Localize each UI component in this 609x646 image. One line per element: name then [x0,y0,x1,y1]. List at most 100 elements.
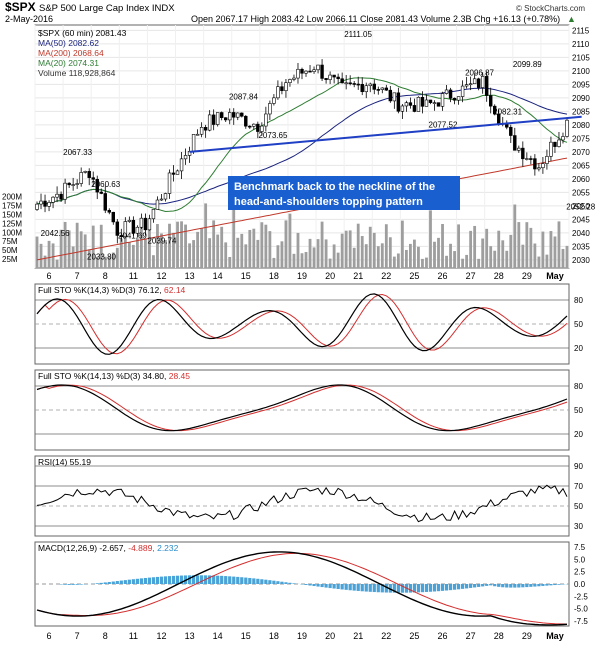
volume-tick-label: 200M [2,193,22,202]
volume-bar [549,231,553,268]
candle-body [59,193,63,200]
macd-tick-label: 7.5 [574,543,586,552]
day-tick-label: 7 [75,271,80,281]
candle-body [460,85,465,97]
candle-body [565,119,569,137]
candle-body [155,199,160,210]
price-annotation: 2067.33 [63,148,92,157]
macd-histogram-bar [432,584,437,592]
candle-body [537,167,541,170]
candle-body [191,134,196,152]
volume-bar [336,252,340,268]
macd-histogram-bar [179,575,184,584]
volume-bar [152,255,155,268]
volume-bar [276,245,280,268]
volume-bar [348,230,352,268]
macd-tick-label: -7.5 [574,617,588,626]
price-annotation: 2073.65 [258,131,287,140]
volume-bar [264,224,268,268]
day-tick-label: 27 [466,631,476,641]
candle-body [328,74,332,80]
volume-bar [260,222,264,268]
macd-histogram-bar [248,577,252,584]
volume-bar [461,258,465,268]
candle-body [252,123,256,127]
candle-body [236,112,240,118]
candle-body [348,82,352,85]
price-tick-label: 2115 [572,26,590,35]
macd-histogram-bar [380,584,384,593]
volume-bar [67,230,71,268]
price-legend: $SPX (60 min) 2081.43 MA(50) 2082.62 MA(… [38,28,127,78]
candle-body [207,114,212,131]
ma20-line [36,77,568,213]
volume-bar [525,222,529,268]
volume-bar [272,257,276,268]
macd-histogram-bar [63,584,67,585]
candle-body [464,84,469,87]
macd-histogram-bar [469,584,473,588]
candle-body [232,112,236,118]
candle-body [39,200,43,205]
candle-body [183,155,188,160]
price-tick-label: 2045 [572,215,590,224]
macd-histogram-bar [545,584,549,586]
macd-histogram-bar [131,579,135,584]
candle-body [211,114,216,125]
price-annotation: 2042.56 [41,229,70,238]
volume-bar [324,239,328,268]
legend-ma200: MA(200) 2068.64 [38,48,104,58]
candle-body [123,221,128,238]
day-tick-label: 12 [156,271,166,281]
day-axis-top: 6 7 8 11 12 13 14 15 18 19 20 21 22 25 26 27 28 29 May [47,271,564,281]
candle-body [67,182,71,186]
macd-histogram-bar [356,584,360,591]
price-tick-label: 2080 [572,121,590,130]
volume-bar [529,227,533,268]
candle-body [420,96,425,107]
macd-histogram-bar [452,584,457,590]
macd-histogram-bar [553,584,557,586]
macd-histogram-bar [159,576,164,584]
volume-bar [473,225,477,268]
volume-bar [320,221,324,268]
macd-histogram-bar [328,584,332,589]
candle-body [400,105,405,112]
volume-bar [497,230,501,268]
day-tick-label: 13 [185,631,195,641]
annotation-line2: head-and-shoulders topping pattern [234,196,423,208]
candle-body [163,193,168,200]
volume-tick-label: 100M [2,228,22,237]
volume-bar [139,223,143,268]
price-panel [34,24,570,269]
volume-bar [99,224,103,268]
rsi-line: 30 50 70 90 [35,462,583,531]
price-annotation: 2041.69 [118,231,147,240]
day-tick-label: 22 [381,271,391,281]
macd-histogram-bar [103,582,107,584]
macd-histogram-bar [111,581,115,584]
volume-bar [131,244,135,268]
candle-body [561,136,565,141]
macd-histogram-bar [155,576,160,584]
price-tick-label: 2085 [572,107,590,116]
volume-bar [485,228,489,268]
candle-body [456,96,461,101]
day-tick-label: 19 [297,631,307,641]
symbol-title: $SPX [5,0,36,14]
volume-bar [396,253,400,268]
candle-body [87,171,91,178]
volume-tick-label: 175M [2,202,22,211]
volume-bar [449,243,452,268]
volume-bar [172,232,175,268]
volume-bar [553,236,557,268]
macd-histogram-bar [493,584,497,587]
macd-histogram-bar [312,584,316,587]
macd-label: MACD(12,26,9) -2.657, -4.889, 2.232 [38,543,179,553]
volume-bar [208,238,212,268]
macd-histogram-bar [99,582,103,584]
macd-histogram-bar [280,581,284,584]
candle-body [396,92,401,112]
macd-histogram-bar [428,584,433,592]
